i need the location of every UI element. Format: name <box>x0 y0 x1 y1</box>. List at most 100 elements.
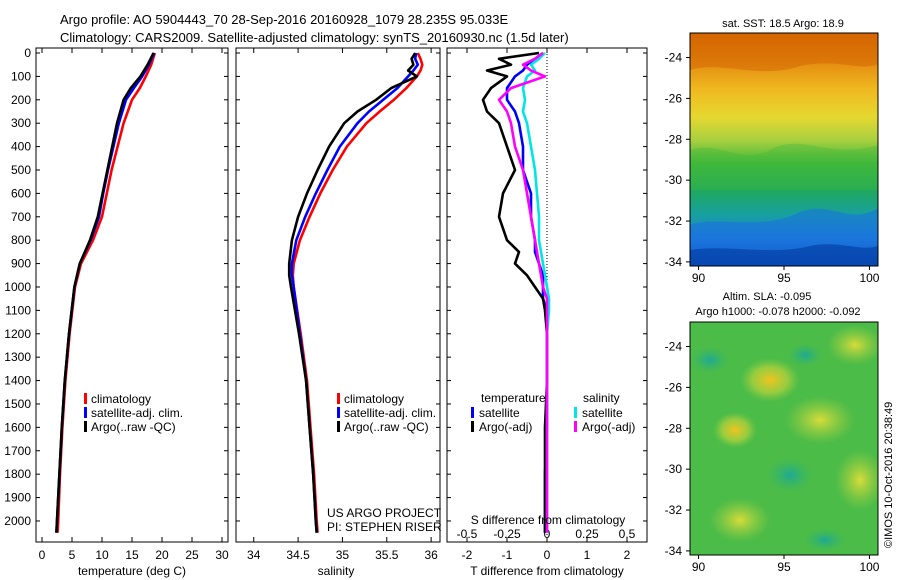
salinity-legend: climatology satellite-adj. clim. Argo(..… <box>337 392 436 434</box>
depth-tick-label: 600 <box>11 186 31 200</box>
depth-tick-label: 900 <box>11 257 31 271</box>
depth-tick-label: 1300 <box>4 350 31 364</box>
legend-label-s-argo: Argo(-adj) <box>582 420 635 434</box>
map-y-tick-label: -32 <box>665 214 683 228</box>
difference-legend: temperature salinity satellite Argo(-adj… <box>471 391 635 434</box>
sla-map-panel: Altim. SLA: -0.095 Argo h1000: -0.078 h2… <box>665 291 880 574</box>
legend-label-argo: Argo(..raw -QC) <box>91 420 176 434</box>
s-difference-tick-label: -0.5 <box>457 527 478 541</box>
x-tick-label: -2 <box>462 548 473 562</box>
sla-map-subtitle: Argo h1000: -0.078 h2000: -0.092 <box>695 306 860 318</box>
depth-tick-label: 0 <box>24 46 31 60</box>
temperature-axis-label: temperature (deg C) <box>78 564 186 578</box>
x-tick-label: 34 <box>247 548 261 562</box>
map-y-tick-label: -32 <box>665 503 683 517</box>
legend-header-temperature: temperature <box>481 391 546 405</box>
depth-tick-label: 300 <box>11 116 31 130</box>
legend-label-climatology: climatology <box>344 392 404 406</box>
salinity-difference-tick-labels: -0.5 -0.25 0 0.25 0.5 <box>457 527 636 541</box>
sla-anomaly-blob <box>710 498 770 542</box>
map-y-tick-label: -28 <box>665 421 683 435</box>
x-tick-label: 0 <box>39 548 46 562</box>
s-difference-axis-label: S difference from climatology <box>471 513 626 527</box>
map-y-tick-label: -34 <box>665 255 683 269</box>
sst-map-panel: sat. SST: 18.5 Argo: 18.9 90 95 100 -24 -26 -… <box>665 18 880 285</box>
legend-header-salinity: salinity <box>583 391 620 405</box>
temperature-tick-marks <box>36 48 228 542</box>
s-difference-tick-label: 0 <box>544 527 551 541</box>
map-x-tick-label: 100 <box>859 271 879 285</box>
sst-deep-cold <box>690 244 878 266</box>
temperature-x-tick-labels: 0 5 10 15 20 25 30 <box>39 548 229 562</box>
depth-tick-label: 1200 <box>4 327 31 341</box>
sla-anomaly-blob <box>835 450 878 510</box>
temperature-profile-lines <box>55 52 157 533</box>
map-y-tick-label: -26 <box>665 91 683 105</box>
x-tick-label: 25 <box>185 548 199 562</box>
legend-swatch-t-argo <box>471 421 474 432</box>
difference-profile-lines <box>481 51 551 533</box>
pi-annotation: PI: STEPHEN RISER <box>327 520 442 534</box>
map-x-tick-label: 90 <box>692 271 706 285</box>
sst-map-title: sat. SST: 18.5 Argo: 18.9 <box>722 18 844 30</box>
depth-tick-label: 1800 <box>4 467 31 481</box>
salinity-x-tick-labels: 34 34.5 35 35.5 36 <box>247 548 438 562</box>
difference-tick-marks <box>447 48 647 542</box>
map-y-tick-label: -30 <box>665 462 683 476</box>
series-line-temperature-argo-adj <box>481 51 549 533</box>
depth-tick-label: 1500 <box>4 397 31 411</box>
depth-tick-label: 500 <box>11 163 31 177</box>
depth-tick-label: 1600 <box>4 420 31 434</box>
depth-tick-label: 200 <box>11 93 31 107</box>
sst-green-intrusion <box>690 143 878 190</box>
map-y-tick-label: -34 <box>665 544 683 558</box>
x-tick-label: 35.5 <box>375 548 399 562</box>
series-line-satellite-adj-clim <box>55 52 156 533</box>
legend-swatch-climatology <box>337 393 340 404</box>
x-tick-label: 2 <box>624 548 631 562</box>
s-difference-tick-label: 0.5 <box>619 527 636 541</box>
sla-anomaly-blob <box>713 412 757 448</box>
x-tick-label: 0 <box>544 548 551 562</box>
depth-tick-label: 1400 <box>4 374 31 388</box>
series-line-argo-raw-qc <box>287 52 419 533</box>
depth-tick-label: 1000 <box>4 280 31 294</box>
t-difference-axis-label: T difference from climatology <box>470 564 624 578</box>
series-line-climatology <box>56 52 157 533</box>
s-difference-tick-label: 0.25 <box>575 527 599 541</box>
x-tick-label: 15 <box>125 548 139 562</box>
depth-tick-label: 1700 <box>4 444 31 458</box>
map-y-tick-label: -24 <box>665 51 683 65</box>
depth-tick-label: 1100 <box>5 303 31 317</box>
legend-label-satellite: satellite-adj. clim. <box>344 406 436 420</box>
project-annotation: US ARGO PROJECT <box>327 506 442 520</box>
sla-map-ticks: 90 95 100 -24 -26 -28 -30 -32 -34 <box>665 340 880 574</box>
legend-swatch-argo <box>84 421 87 432</box>
series-line-argo-raw-qc <box>55 52 155 533</box>
temperature-legend: climatology satellite-adj. clim. Argo(..… <box>84 392 183 434</box>
legend-label-climatology: climatology <box>91 392 151 406</box>
sla-anomaly-blob <box>827 325 878 365</box>
series-line-satellite-adj-clim <box>290 52 420 533</box>
x-tick-label: 1 <box>584 548 591 562</box>
salinity-panel: 34 34.5 35 35.5 36 salinity climatology sate… <box>235 47 442 578</box>
difference-panel: -2 -1 0 1 2 -0.5 -0.25 0 0.25 0.5 T difference f… <box>446 47 648 578</box>
legend-swatch-t-satellite <box>471 407 474 418</box>
difference-x-tick-labels: -2 -1 0 1 2 <box>462 548 631 562</box>
x-tick-label: 36 <box>424 548 438 562</box>
salinity-axes-frame <box>235 47 441 543</box>
sla-anomaly-blob <box>787 343 823 367</box>
map-x-tick-label: 95 <box>777 560 791 574</box>
copyright-credit: ©IMOS 10-Oct-2016 20:38:49 <box>883 402 895 548</box>
x-tick-label: -1 <box>502 548 513 562</box>
legend-label-satellite: satellite-adj. clim. <box>91 406 183 420</box>
x-tick-label: 20 <box>155 548 169 562</box>
map-y-tick-label: -24 <box>665 340 683 354</box>
figure-title-line2: Climatology: CARS2009. Satellite-adjuste… <box>60 30 569 45</box>
legend-swatch-satellite <box>84 407 87 418</box>
sla-anomaly-blob <box>740 358 800 402</box>
sla-anomaly-blob <box>690 346 730 374</box>
x-tick-label: 35 <box>336 548 350 562</box>
temperature-axes-frame <box>35 47 229 543</box>
